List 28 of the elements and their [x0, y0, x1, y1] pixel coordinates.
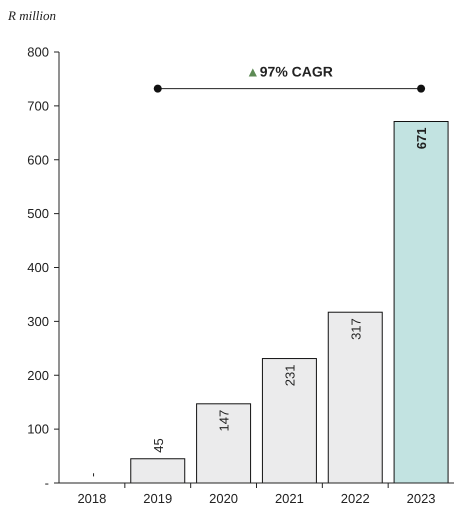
bar [262, 358, 317, 484]
x-tick-label: 2022 [340, 491, 370, 506]
y-axis-title: R million [7, 8, 56, 23]
data-label: 317 [348, 318, 364, 340]
data-label: - [84, 472, 100, 477]
y-tick-label: 400 [27, 260, 49, 276]
x-tick-label: 2018 [77, 491, 106, 506]
data-label: 45 [150, 438, 166, 453]
bar [394, 121, 449, 484]
data-label: 147 [216, 410, 232, 432]
y-tick-label: 200 [27, 368, 49, 383]
annotation: ▲97% CAGR [246, 64, 333, 80]
data-label: 231 [282, 364, 298, 386]
x-tick-label: 2023 [406, 491, 436, 506]
x-tick-label: 2019 [143, 491, 172, 506]
y-tick-label: 300 [27, 314, 49, 329]
y-tick-label: - [44, 476, 49, 491]
bar [130, 458, 186, 484]
bar [196, 403, 252, 484]
x-tick-label: 2020 [209, 491, 238, 506]
y-tick-label: 100 [27, 422, 49, 437]
y-tick-label: 800 [27, 44, 49, 60]
y-tick-label: 700 [27, 98, 49, 114]
x-tick-label: 2021 [274, 491, 304, 506]
data-label: 671 [414, 128, 430, 150]
bar [328, 312, 383, 484]
y-tick-label: 500 [27, 206, 49, 222]
y-tick-label: 600 [27, 152, 49, 168]
